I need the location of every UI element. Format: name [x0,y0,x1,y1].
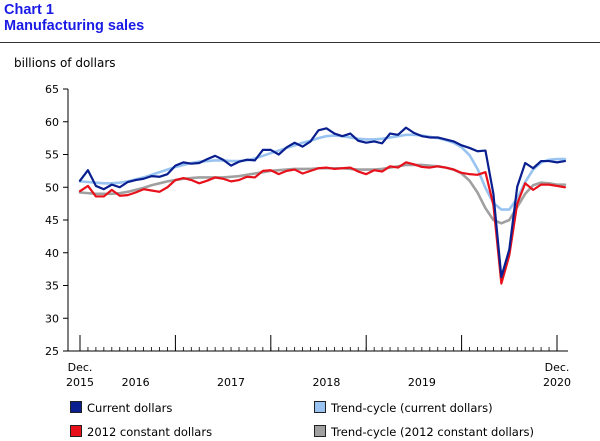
legend-item-current-dollars: Current dollars [70,401,172,415]
legend-label: Trend-cycle (current dollars) [331,401,493,415]
y-tick-label: 65 [45,83,59,96]
y-tick-label: 50 [45,181,59,194]
legend-label: Trend-cycle (2012 constant dollars) [331,425,535,439]
legend-swatch [70,425,82,437]
y-tick-label: 35 [45,280,59,293]
chart-number: Chart 1 [4,2,54,18]
x-tick-label: Dec. [545,361,570,374]
x-tick-label: 2016 [122,376,150,389]
legend-swatch [70,401,82,413]
y-axis-unit-label: billions of dollars [14,56,116,70]
x-tick-label: 2018 [312,376,340,389]
series-layer [78,126,567,285]
x-tick-label: 2019 [408,376,436,389]
x-tick-label: Dec. [68,361,93,374]
y-tick-label: 40 [45,247,59,260]
y-tick-label: 25 [45,345,59,358]
legend-swatch [314,401,326,413]
x-tick-label: 2017 [217,376,245,389]
chart-header: Chart 1 Manufacturing sales [4,2,144,34]
legend-swatch [314,425,326,437]
series-line-current-dollars [78,126,567,279]
y-tick-label: 60 [45,116,59,129]
legend-item-trend-current: Trend-cycle (current dollars) [314,401,493,415]
y-tick-label: 30 [45,312,59,325]
legend-label: 2012 constant dollars [87,425,213,439]
x-tick-label: 2015 [66,376,94,389]
header-divider [0,42,600,43]
x-axis: Dec. 2015 2016 2017 2018 2019 Dec. 2020 [66,335,571,389]
y-tick-label: 55 [45,149,59,162]
x-tick-label: 2020 [543,376,571,389]
series-line-2012-constant-dollars [78,161,567,285]
chart-title: Manufacturing sales [4,18,145,34]
y-tick-label: 45 [45,214,59,227]
legend-item-trend-constant: Trend-cycle (2012 constant dollars) [314,425,534,439]
legend-item-constant-dollars: 2012 constant dollars [70,425,212,439]
legend-label: Current dollars [87,401,173,415]
series-line-trend-cycle-current-dollars [78,133,567,211]
y-axis: 25 30 35 40 45 50 55 60 65 [45,83,69,358]
line-chart: 25 30 35 40 45 50 55 60 65 Dec. 2015 2016 2017 2018 2… [45,83,571,389]
chart-legend: Current dollars Trend-cycle (current dol… [70,398,590,440]
